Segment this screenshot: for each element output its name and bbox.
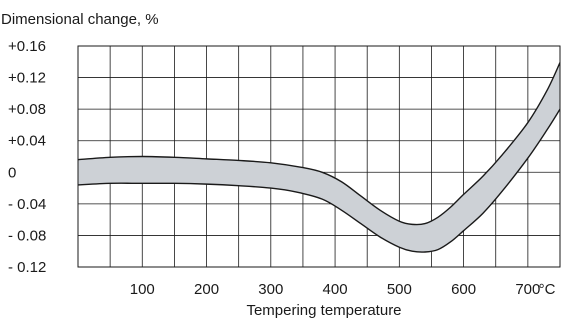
x-tick-label: 300 — [258, 281, 283, 298]
y-tick-label: +0.12 — [8, 70, 46, 87]
x-axis-title: Tempering temperature — [246, 302, 401, 319]
x-tick-label: 700 — [515, 281, 540, 298]
tolerance-band — [78, 62, 560, 253]
x-tick-label: 600 — [451, 281, 476, 298]
y-tick-label: - 0.04 — [8, 196, 46, 213]
y-tick-label: - 0.12 — [8, 259, 46, 276]
y-tick-label: +0.16 — [8, 38, 46, 55]
plot-frame — [77, 45, 561, 268]
y-tick-labels: +0.16 +0.12 +0.08 +0.04 0 - 0.04 - 0.08 - 0.12 — [8, 38, 46, 276]
x-tick-label: 100 — [130, 281, 155, 298]
x-tick-label: 400 — [323, 281, 348, 298]
y-tick-label: +0.08 — [8, 101, 46, 118]
chart-title: Dimensional change, % — [1, 11, 159, 28]
lower-boundary-line — [77, 108, 561, 253]
y-tick-label: 0 — [8, 164, 16, 181]
y-tick-label: +0.04 — [8, 133, 46, 150]
y-tick-label: - 0.08 — [8, 227, 46, 244]
upper-boundary-line — [77, 62, 561, 226]
x-tick-label: 500 — [387, 281, 412, 298]
x-tick-label: 200 — [194, 281, 219, 298]
x-tick-labels: 100 200 300 400 500 600 700 — [130, 281, 541, 298]
x-unit-label: °C — [539, 281, 556, 298]
